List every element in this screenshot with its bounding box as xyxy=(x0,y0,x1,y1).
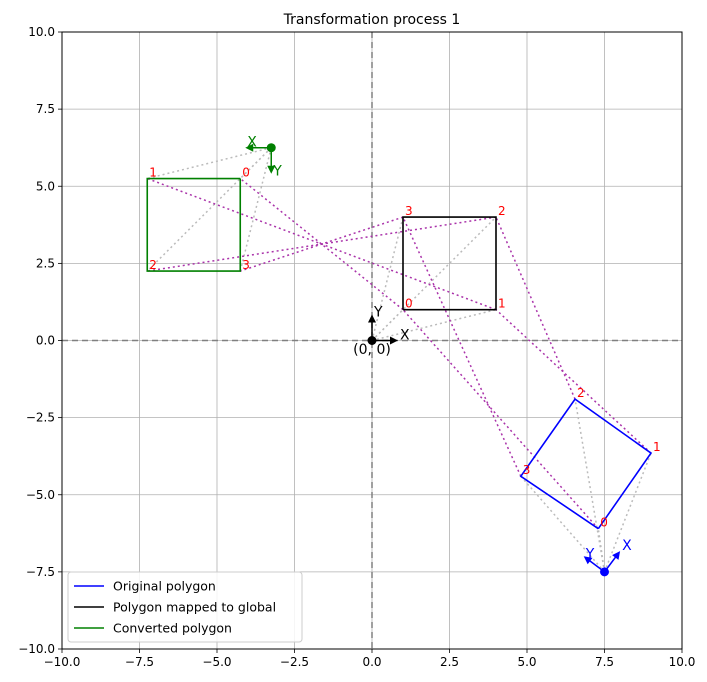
frame-x-label: X xyxy=(400,328,410,344)
vertex-label: 2 xyxy=(149,258,157,272)
vertex-label: 0 xyxy=(600,516,608,530)
origin-label: (0, 0) xyxy=(353,342,391,358)
vertex-label: 1 xyxy=(498,297,506,311)
vertex-label: 0 xyxy=(242,166,250,180)
frame-origin-dot xyxy=(600,567,609,577)
legend-label-mapped: Polygon mapped to global xyxy=(113,600,276,615)
vertex-label: 2 xyxy=(577,386,585,400)
frame-origin-line xyxy=(147,146,272,180)
frame-y-label: Y xyxy=(585,546,595,562)
correspondence-line xyxy=(240,216,404,272)
frame-arrowhead xyxy=(267,165,276,174)
vertex-label: 1 xyxy=(149,166,157,180)
y-tick-label: −2.5 xyxy=(26,411,55,425)
vertex-label: 2 xyxy=(498,204,506,218)
y-tick-label: 10.0 xyxy=(28,25,55,39)
vertex-label: 3 xyxy=(242,258,250,272)
legend-label-converted: Converted polygon xyxy=(113,621,232,636)
frame-origin-line xyxy=(371,216,404,341)
x-tick-label: −7.5 xyxy=(125,655,154,669)
x-tick-label: −10.0 xyxy=(44,655,81,669)
frame-origin-line xyxy=(574,398,606,573)
y-tick-label: 0.0 xyxy=(36,334,55,348)
frame-arrowhead xyxy=(245,143,254,152)
frame-arrowhead xyxy=(368,314,376,323)
polygon-0 xyxy=(519,397,653,530)
frame-origin-line xyxy=(603,452,652,573)
frame-origin-dot xyxy=(266,143,276,153)
x-tick-label: −5.0 xyxy=(202,655,231,669)
frame-arrowhead xyxy=(390,336,398,345)
y-tick-label: 5.0 xyxy=(36,179,55,193)
x-tick-label: 10.0 xyxy=(669,655,696,669)
y-tick-label: 2.5 xyxy=(36,256,55,270)
frame-origin-line xyxy=(371,308,497,342)
polygon-2 xyxy=(146,177,242,272)
frame-x-label: X xyxy=(247,135,257,151)
frame-origin-line xyxy=(371,216,497,342)
vertex-label: 1 xyxy=(653,440,661,454)
y-tick-label: 7.5 xyxy=(36,102,55,116)
vertex-label: 3 xyxy=(405,204,413,218)
axis-ticks: −10.0 −7.5 −5.0 −2.5 0.0 2.5 5.0 7.5 10.0−10.0−7… xyxy=(18,25,695,669)
frame-y-label: Y xyxy=(373,305,383,321)
legend-label-original: Original polygon xyxy=(113,579,216,594)
frame-y-label: Y xyxy=(272,164,282,180)
correspondence-lines xyxy=(146,146,652,573)
legend-box xyxy=(67,571,303,643)
x-tick-label: 2.5 xyxy=(440,655,459,669)
frame-arrowhead xyxy=(583,556,593,565)
correspondence-line xyxy=(402,309,599,530)
x-tick-label: −2.5 xyxy=(280,655,309,669)
correspondence-line xyxy=(495,309,652,454)
correspondence-line xyxy=(495,216,576,400)
frame-origin-dot xyxy=(367,336,377,345)
vertex-labels: 0 1 2 3 0 1 2 3 0 1 2 3 xyxy=(149,166,660,530)
frame-origin-line xyxy=(239,147,272,272)
frame-arrowhead xyxy=(612,551,621,560)
x-tick-label: 7.5 xyxy=(595,655,614,669)
frame-origin-line xyxy=(146,147,272,272)
frame-x-label: X xyxy=(622,538,632,554)
chart-title: Transformation process 1 xyxy=(283,12,461,28)
legend: Original polygon Polygon mapped to globa… xyxy=(67,571,303,643)
x-tick-label: 0.0 xyxy=(362,655,381,669)
y-tick-label: −5.0 xyxy=(26,488,55,502)
vertex-label: 3 xyxy=(523,463,531,477)
frame-origin-line xyxy=(520,475,606,573)
vertex-label: 0 xyxy=(405,297,413,311)
y-tick-label: −7.5 xyxy=(26,565,55,579)
x-tick-label: 5.0 xyxy=(517,655,536,669)
polygons xyxy=(146,177,653,530)
y-tick-label: −10.0 xyxy=(18,642,55,656)
polygon-1 xyxy=(402,216,497,311)
